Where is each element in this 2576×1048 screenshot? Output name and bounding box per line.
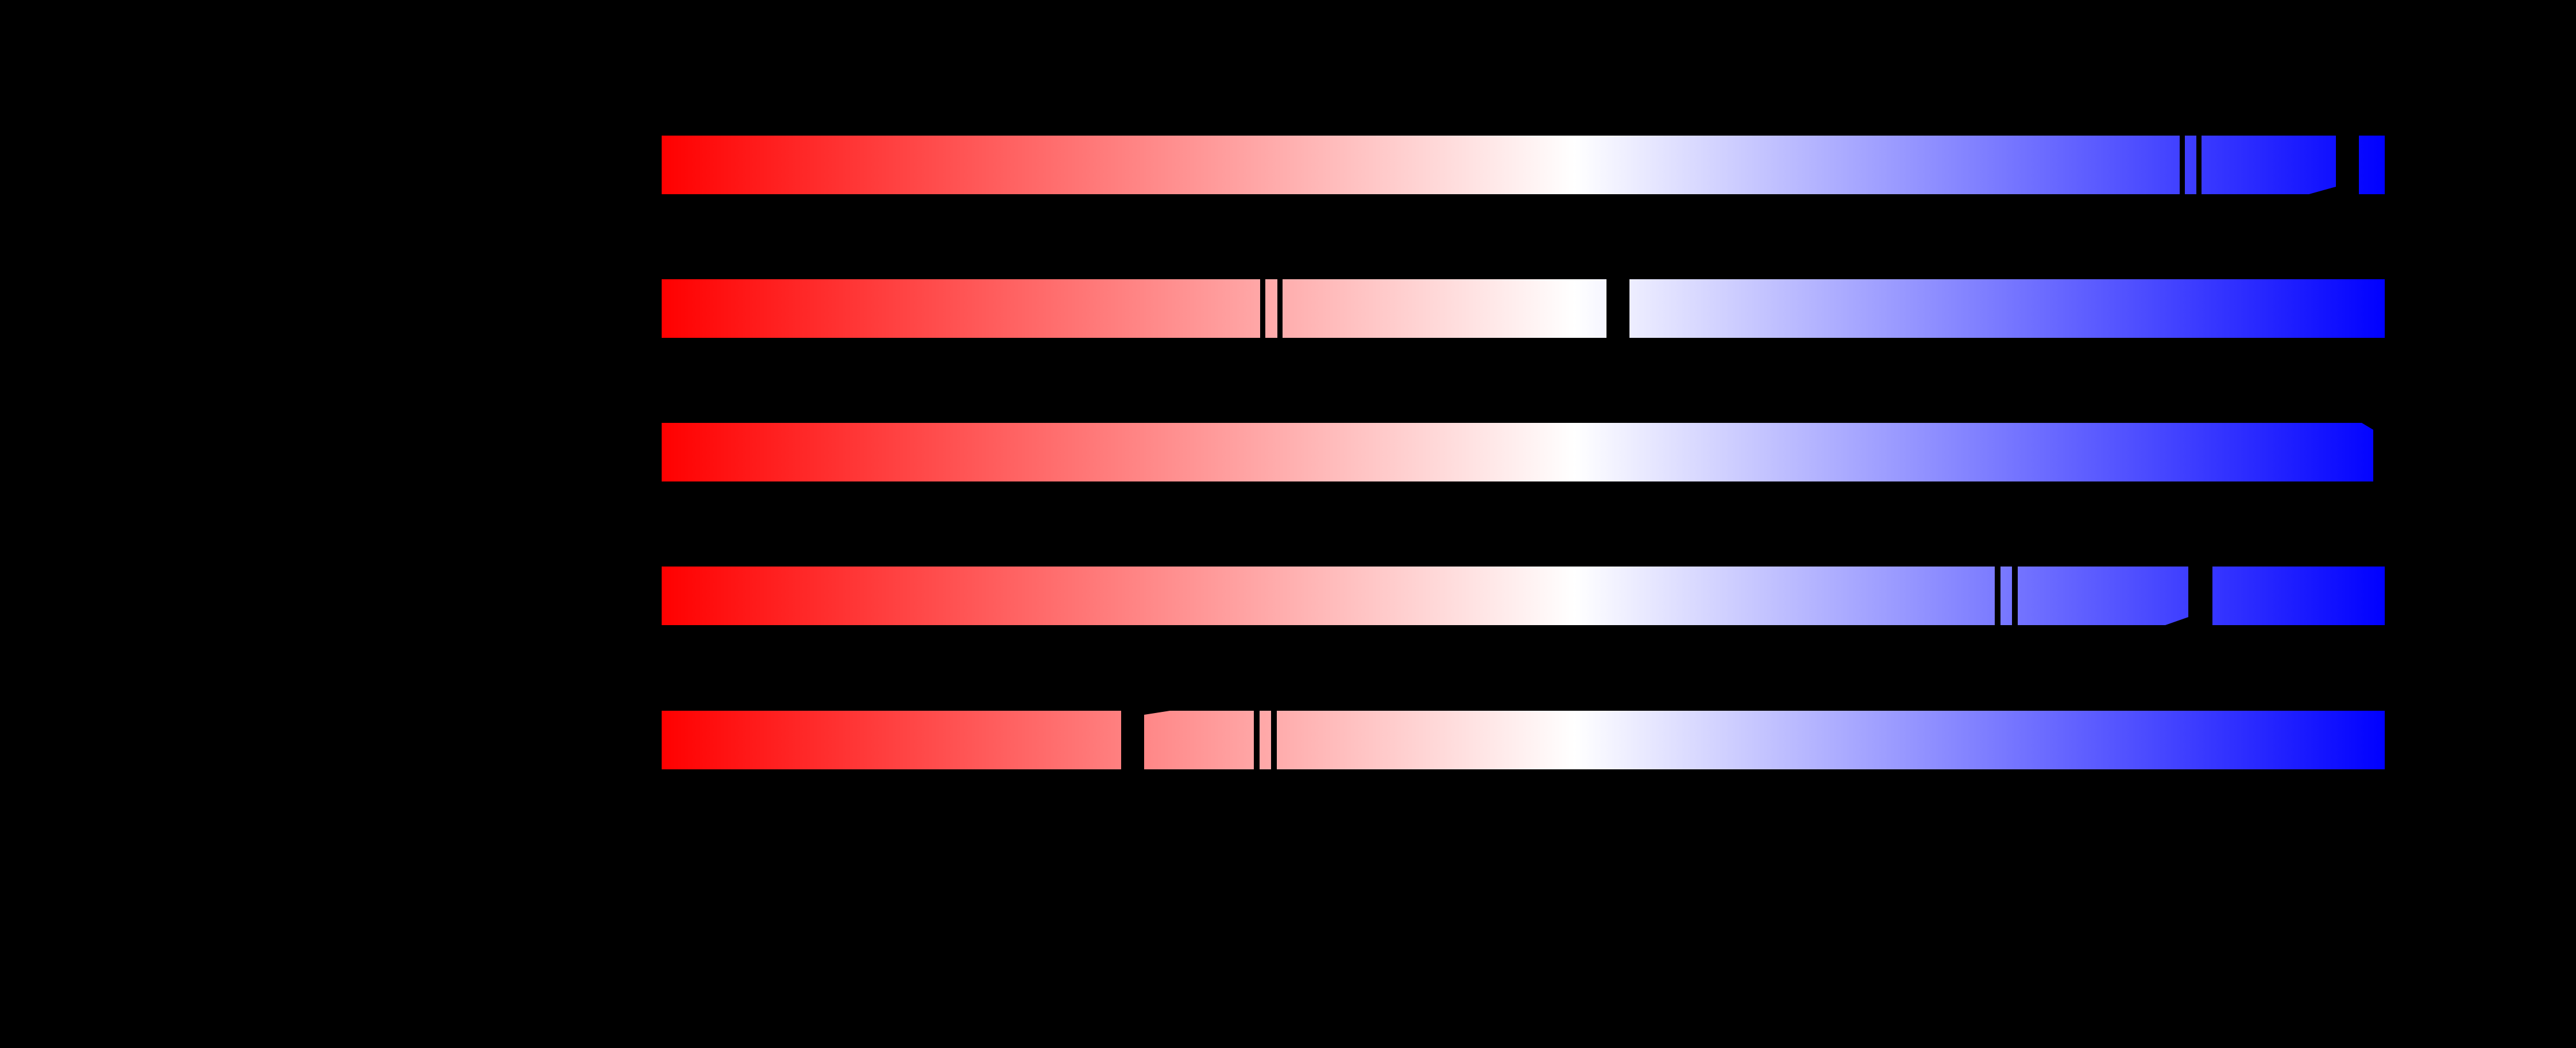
corner-notch (2362, 423, 2373, 430)
break-tick-marker (1254, 711, 1260, 769)
break-tick-marker (1260, 279, 1265, 338)
gradient-bar-row (662, 423, 2385, 481)
corner-notch (2165, 617, 2188, 625)
gradient-bar-row (662, 279, 2385, 338)
corner-notch (2309, 187, 2336, 194)
corner-notch (1144, 711, 1170, 715)
break-tick-marker (1271, 711, 1277, 769)
gradient-bar-row (662, 136, 2385, 194)
break-tick-marker (1995, 567, 2000, 625)
break-tick-marker (2180, 136, 2185, 194)
segment-gap (1606, 279, 1629, 338)
segment-gap (2336, 136, 2359, 194)
gradient-bar-row (662, 711, 2385, 769)
break-tick-marker (2012, 567, 2018, 625)
bar-end-trim (2373, 423, 2385, 481)
break-tick-marker (2196, 136, 2202, 194)
gradient-bar-row (662, 567, 2385, 625)
segment-gap (2188, 567, 2212, 625)
segment-gap (1121, 711, 1144, 769)
break-tick-marker (1277, 279, 1283, 338)
